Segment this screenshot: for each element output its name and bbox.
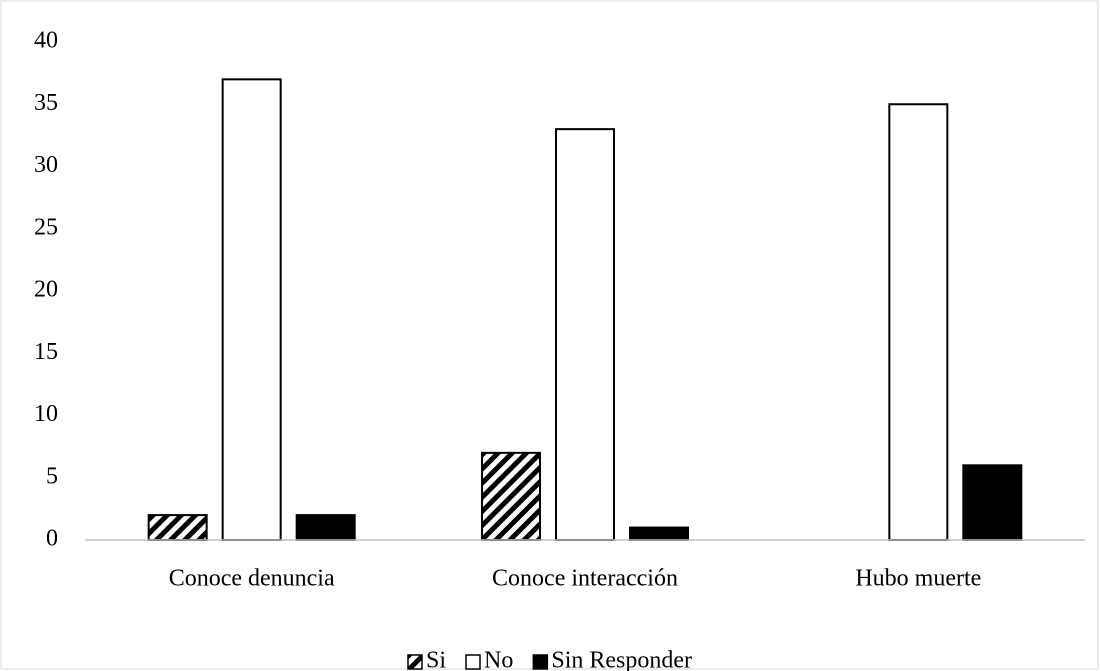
bar bbox=[962, 464, 1023, 541]
y-tick-label: 35 bbox=[34, 90, 58, 116]
bar bbox=[629, 526, 689, 541]
bar bbox=[888, 103, 949, 541]
y-tick-label: 40 bbox=[34, 28, 58, 54]
bar bbox=[147, 514, 208, 541]
y-tick-label: 10 bbox=[34, 401, 58, 427]
bar bbox=[555, 128, 615, 541]
y-tick-label: 20 bbox=[34, 277, 58, 303]
y-tick-label: 30 bbox=[34, 152, 58, 178]
x-tick-label: Conoce denuncia bbox=[169, 566, 335, 592]
legend-swatch bbox=[407, 654, 423, 670]
bar bbox=[295, 514, 356, 541]
bar bbox=[221, 78, 282, 541]
y-tick-label: 0 bbox=[46, 526, 58, 552]
legend-swatch bbox=[465, 654, 481, 670]
legend-label: No bbox=[484, 648, 513, 671]
bar bbox=[481, 451, 541, 542]
y-tick-label: 5 bbox=[46, 463, 58, 489]
legend-label: Si bbox=[426, 648, 446, 671]
legend-label: Sin Responder bbox=[551, 648, 692, 671]
legend-swatch bbox=[532, 654, 549, 670]
y-tick-label: 25 bbox=[34, 214, 58, 240]
y-tick-label: 15 bbox=[34, 339, 58, 365]
x-tick-label: Hubo muerte bbox=[855, 566, 981, 592]
x-tick-label: Conoce interacción bbox=[492, 566, 678, 592]
